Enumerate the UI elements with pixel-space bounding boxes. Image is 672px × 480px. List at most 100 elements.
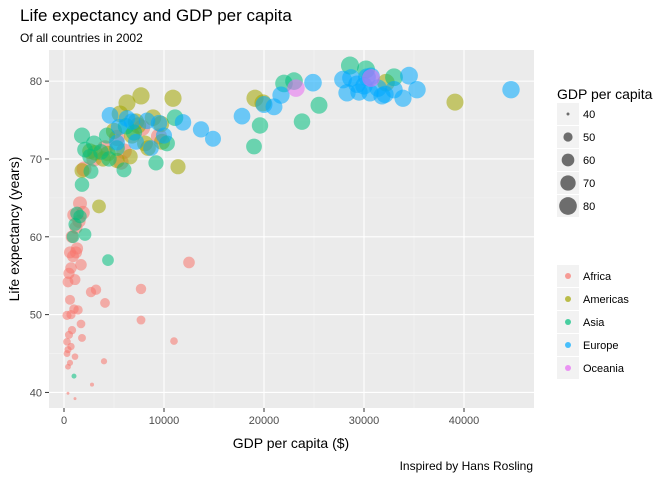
data-point-asia (74, 177, 90, 192)
data-point-africa (75, 259, 87, 271)
color-legend-symbol-europe (565, 342, 571, 348)
data-point-africa (65, 294, 75, 305)
size-legend-label: 80 (583, 201, 595, 213)
data-point-europe (394, 89, 412, 107)
data-point-europe (205, 130, 221, 147)
color-legend-symbol-americas (565, 296, 571, 302)
data-point-asia (246, 138, 262, 155)
data-point-europe (373, 87, 391, 105)
data-point-europe (233, 107, 251, 125)
data-point-asia (116, 162, 132, 178)
data-point-asia (73, 209, 87, 224)
data-point-africa (100, 358, 108, 365)
size-legend-label: 40 (583, 109, 595, 121)
data-point-asia (251, 117, 269, 134)
y-axis-title: Life expectancy (years) (6, 157, 22, 302)
data-point-asia (148, 155, 164, 171)
data-point-africa (69, 246, 83, 259)
data-point-africa (63, 350, 71, 357)
data-point-africa (89, 382, 95, 387)
data-point-americas (122, 148, 138, 165)
size-legend-symbol (566, 112, 570, 116)
data-point-europe (143, 140, 159, 156)
data-point-asia (310, 96, 328, 114)
color-legend-symbol-oceania (565, 365, 571, 371)
data-point-africa (85, 286, 97, 298)
color-legend-symbol-asia (565, 319, 571, 325)
data-point-africa (136, 315, 146, 325)
size-legend-symbol (563, 132, 573, 142)
data-point-africa (65, 363, 71, 370)
x-tick-label: 40000 (449, 415, 480, 427)
data-point-africa (170, 337, 178, 345)
data-point-africa (76, 319, 86, 329)
data-points (62, 56, 520, 401)
size-legend-symbol (560, 175, 576, 191)
color-legend-label-americas: Americas (583, 294, 629, 306)
data-point-asia (102, 254, 114, 267)
y-tick-label: 80 (30, 76, 42, 88)
data-point-africa (183, 256, 195, 269)
data-point-africa (73, 305, 83, 315)
data-point-americas (446, 93, 464, 111)
data-point-europe (110, 118, 128, 136)
grid-major (49, 50, 534, 408)
data-point-asia (93, 144, 109, 160)
chart-caption: Inspired by Hans Rosling (400, 459, 533, 473)
size-legend: 40 50 60 70 80 (557, 103, 595, 217)
data-point-oceania (362, 69, 380, 87)
data-point-europe (138, 112, 156, 130)
color-legend: Africa Americas Asia Europe Oceania (557, 265, 629, 379)
data-point-asia (293, 113, 311, 130)
x-tick-label: 20000 (249, 415, 280, 427)
y-axis-ticks: 40 50 60 70 80 (30, 76, 49, 399)
size-legend-label: 60 (583, 155, 595, 167)
color-legend-label-europe: Europe (583, 340, 618, 352)
x-tick-label: 30000 (349, 415, 380, 427)
color-legend-label-asia: Asia (583, 317, 605, 329)
size-legend-label: 50 (583, 132, 595, 144)
chart-title: Life expectancy and GDP per capita (20, 6, 292, 25)
data-point-africa (62, 310, 72, 320)
data-point-asia (385, 68, 403, 87)
data-point-europe (408, 80, 426, 99)
y-tick-label: 50 (30, 310, 42, 322)
data-point-europe (174, 114, 192, 131)
data-point-asia (71, 373, 77, 379)
size-legend-symbol (559, 197, 577, 215)
data-point-europe (155, 127, 173, 144)
data-point-africa (62, 276, 74, 288)
x-tick-label: 0 (61, 415, 67, 427)
data-point-europe (400, 66, 418, 85)
data-point-africa (73, 397, 77, 401)
data-point-africa (78, 334, 86, 342)
data-point-africa (64, 330, 74, 339)
data-point-asia (66, 230, 80, 244)
data-point-europe (265, 98, 283, 116)
data-point-americas (170, 159, 186, 175)
size-legend-symbol (561, 153, 575, 167)
data-point-africa (66, 391, 70, 395)
color-legend-label-africa: Africa (583, 271, 612, 283)
data-point-africa (100, 298, 110, 308)
data-point-europe (101, 107, 119, 124)
data-point-asia (83, 163, 99, 179)
data-point-oceania (287, 79, 305, 97)
data-point-americas (164, 89, 182, 107)
data-point-europe (338, 84, 356, 102)
data-point-americas (92, 199, 106, 214)
y-tick-label: 60 (30, 232, 42, 244)
data-point-europe (192, 121, 210, 138)
y-tick-label: 70 (30, 154, 42, 166)
data-point-asia (78, 228, 92, 241)
x-axis-ticks: 0 10000 20000 30000 40000 (61, 408, 479, 427)
size-legend-label: 70 (583, 178, 595, 190)
color-legend-label-oceania: Oceania (583, 363, 625, 375)
data-point-europe (304, 73, 322, 92)
x-tick-label: 10000 (149, 415, 180, 427)
data-point-europe (128, 133, 144, 150)
data-point-europe (109, 134, 125, 151)
data-point-africa (135, 283, 147, 295)
data-point-africa (71, 353, 79, 360)
